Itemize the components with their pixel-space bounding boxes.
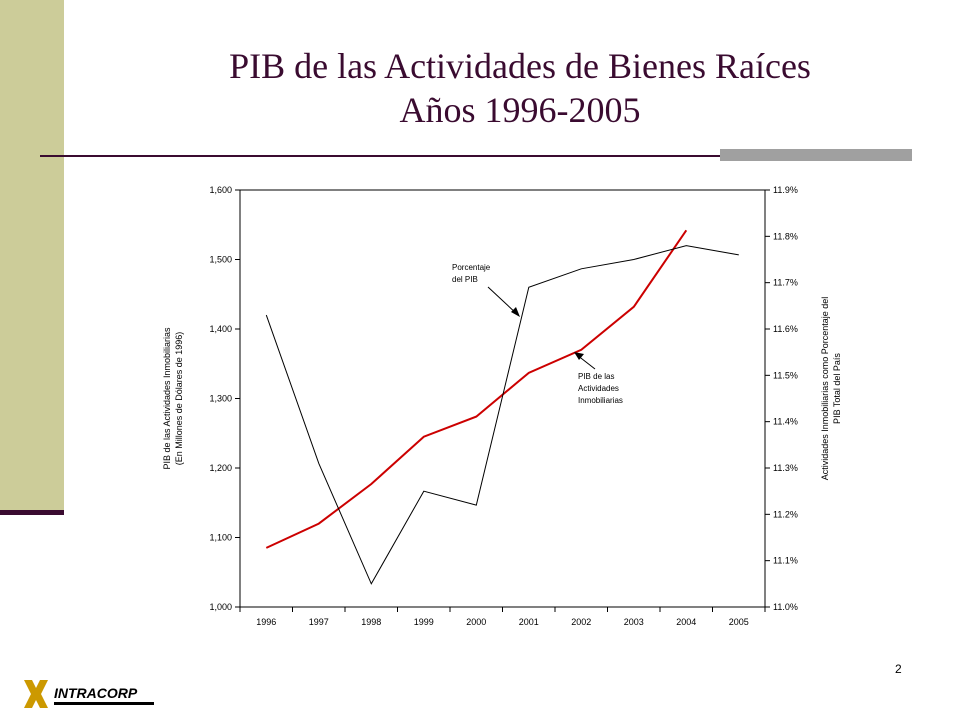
- annotation-pib-arrow-head: [574, 352, 584, 360]
- annotation-percentage-line-2: del PIB: [452, 275, 478, 284]
- y-right-tick-label: 11.7%: [773, 278, 798, 288]
- x-tick-label: 1996: [256, 617, 276, 627]
- series-line-percentage: [265, 245, 739, 585]
- y-right-tick-label: 11.5%: [773, 370, 798, 380]
- x-tick-label: 1999: [414, 617, 434, 627]
- x-tick-label: 1998: [361, 617, 381, 627]
- intracorp-logo: INTRACORP: [24, 680, 154, 708]
- y-right-tick-label: 11.6%: [773, 324, 798, 334]
- y-right-tick-label: 11.2%: [773, 509, 798, 519]
- annotation-percentage-line-1: Porcentaje: [452, 263, 491, 272]
- y-left-tick-label: 1,400: [209, 324, 232, 334]
- side-decor-bar-foot: [0, 510, 64, 515]
- x-tick-label: 2002: [571, 617, 591, 627]
- y-left-tick-label: 1,100: [209, 533, 232, 543]
- y-left-axis-label-1: PIB de las Actividades Inmobiliarias: [162, 327, 172, 470]
- slide-title: PIB de las Actividades de Bienes Raíces …: [120, 44, 920, 132]
- y-right-axis-label-2: PIB Total del País: [832, 353, 842, 424]
- y-right-tick-label: 11.8%: [773, 231, 798, 241]
- y-left-tick-label: 1,200: [209, 463, 232, 473]
- annotation-pib-line-3: Inmobiliarias: [578, 396, 623, 405]
- x-tick-label: 2001: [519, 617, 539, 627]
- title-line-1: PIB de las Actividades de Bienes Raíces: [229, 46, 811, 86]
- gdp-chart: 1,000 1,100 1,200 1,300 1,400 1,500 1,600 11.0%…: [162, 185, 842, 627]
- x-tick-label: 2000: [466, 617, 486, 627]
- x-tick-label: 2004: [676, 617, 696, 627]
- x-tick-label: 2005: [729, 617, 749, 627]
- title-rule: [40, 155, 912, 157]
- y-right-tick-label: 11.9%: [773, 185, 798, 195]
- y-right-tick-label: 11.4%: [773, 417, 798, 427]
- title-rule-accent: [720, 149, 912, 161]
- y-left-tick-label: 1,500: [209, 255, 232, 265]
- y-left-tick-label: 1,300: [209, 394, 232, 404]
- y-right-tick-label: 11.1%: [773, 556, 798, 566]
- y-left-tick-label: 1,600: [209, 185, 232, 195]
- y-right-tick-label: 11.3%: [773, 463, 798, 473]
- page-number: 2: [895, 662, 902, 676]
- side-decor-bar: [0, 0, 64, 512]
- x-tick-label: 1997: [309, 617, 329, 627]
- annotation-percentage-arrow-head: [511, 307, 520, 317]
- annotation-pib-line-2: Actividades: [578, 384, 619, 393]
- y-right-axis-label-1: Actividades Inmobiliarias como Porcentaj…: [820, 297, 830, 481]
- title-line-2: Años 1996-2005: [399, 90, 641, 130]
- logo-wordmark: INTRACORP: [54, 685, 138, 701]
- x-tick-label: 2003: [624, 617, 644, 627]
- series-line-pib: [265, 229, 688, 549]
- y-right-tick-label: 11.0%: [773, 602, 798, 612]
- annotation-pib-line-1: PIB de las: [578, 372, 614, 381]
- y-left-axis-label-2: (En Millones de Dólares de 1996): [174, 332, 184, 466]
- y-left-tick-label: 1,000: [209, 602, 232, 612]
